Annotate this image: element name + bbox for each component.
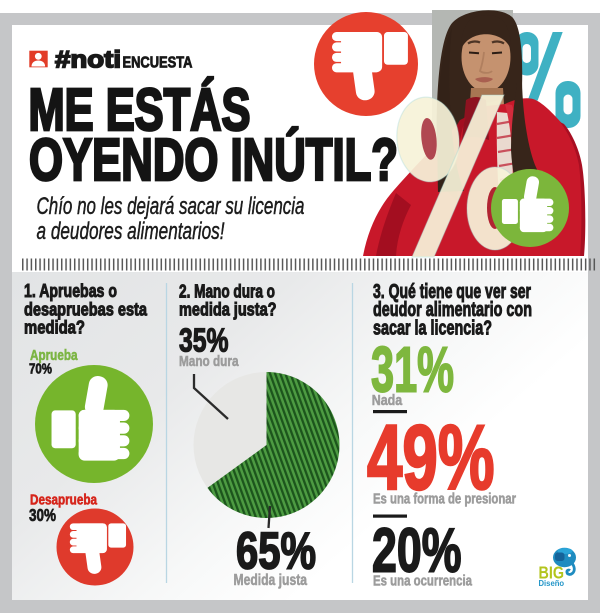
svg-text:3. Qué tiene que ver ser: 3. Qué tiene que ver ser [373,281,531,303]
svg-text:medida justa?: medida justa? [179,300,277,320]
svg-text:Medida justa: Medida justa [234,572,308,589]
svg-text:OYENDO INÚTIL?: OYENDO INÚTIL? [29,126,398,193]
svg-text:ENCUESTA: ENCUESTA [123,55,193,72]
svg-text:Es una ocurrencia: Es una ocurrencia [373,573,472,590]
svg-text:sacar la licencia?: sacar la licencia? [373,318,492,340]
svg-text:medida?: medida? [24,318,85,338]
svg-text:Mano dura: Mano dura [179,354,239,370]
svg-text:deudor alimentario con: deudor alimentario con [373,299,532,321]
svg-text:Nada: Nada [372,392,403,409]
svg-text:BIG: BIG [539,563,565,583]
svg-text:20%: 20% [372,517,462,586]
svg-text:a deudores alimentarios!: a deudores alimentarios! [37,218,225,245]
svg-text:31%: 31% [371,334,454,406]
svg-text:70%: 70% [29,362,52,378]
svg-text:Es una forma de presionar: Es una forma de presionar [373,491,516,508]
svg-text:Desaprueba: Desaprueba [30,493,98,509]
svg-text:Diseño: Diseño [539,578,565,588]
svg-text:Aprueba: Aprueba [30,348,78,364]
svg-text:49%: 49% [367,407,495,509]
svg-text:30%: 30% [29,505,56,525]
svg-text:2. Mano dura o: 2. Mano dura o [179,282,275,302]
svg-text:#noti: #noti [55,47,121,74]
svg-text:35%: 35% [179,322,229,359]
svg-text:1. Apruebas o: 1. Apruebas o [24,281,117,301]
svg-text:desapruebas esta: desapruebas esta [24,300,148,320]
svg-text:Chío no les dejará sacar su li: Chío no les dejará sacar su licencia [37,193,305,220]
svg-text:65%: 65% [236,522,316,580]
svg-text:ME ESTÁS: ME ESTÁS [29,76,251,143]
